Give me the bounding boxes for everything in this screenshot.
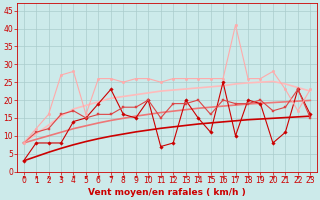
X-axis label: Vent moyen/en rafales ( km/h ): Vent moyen/en rafales ( km/h ) xyxy=(88,188,246,197)
